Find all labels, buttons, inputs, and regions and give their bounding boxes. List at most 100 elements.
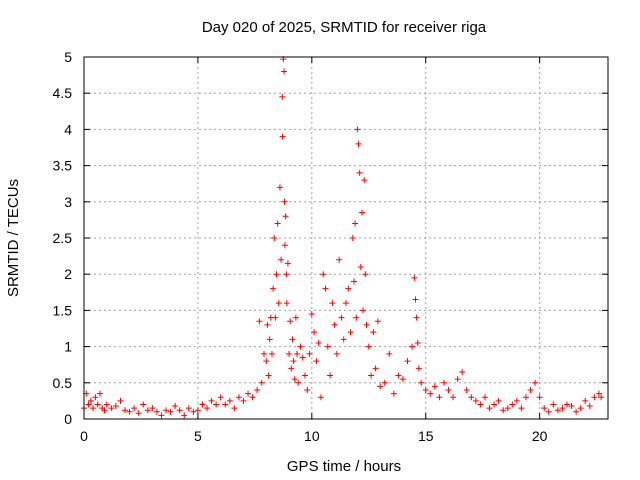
data-point	[158, 412, 165, 419]
data-point	[324, 343, 331, 350]
data-point	[386, 350, 393, 357]
data-point	[295, 379, 302, 386]
data-point	[172, 402, 179, 409]
data-point	[90, 405, 97, 412]
data-point	[509, 401, 516, 408]
data-point	[360, 307, 367, 314]
data-point	[331, 321, 338, 328]
data-point	[290, 358, 297, 365]
data-point	[226, 397, 233, 404]
data-point	[577, 405, 584, 412]
y-tick-label: 4.5	[53, 85, 73, 101]
data-point	[126, 408, 133, 415]
data-point	[345, 285, 352, 292]
data-point	[541, 405, 548, 412]
data-point	[275, 300, 282, 307]
data-point	[350, 278, 357, 285]
data-point	[297, 343, 304, 350]
data-point	[357, 263, 364, 270]
data-point	[315, 339, 322, 346]
data-point	[500, 407, 507, 414]
data-point	[208, 397, 215, 404]
data-point	[289, 336, 296, 343]
data-point	[256, 318, 263, 325]
data-point	[181, 412, 188, 419]
x-tick-label: 10	[304, 428, 320, 444]
data-point	[595, 390, 602, 397]
data-point	[163, 407, 170, 414]
data-point	[122, 407, 129, 414]
data-point	[213, 401, 220, 408]
data-point	[185, 405, 192, 412]
data-point	[240, 397, 247, 404]
y-tick-label: 1	[64, 339, 72, 355]
data-point	[409, 343, 416, 350]
data-point	[101, 407, 108, 414]
y-tick-label: 0	[64, 411, 72, 427]
data-point	[245, 390, 252, 397]
data-point	[418, 379, 425, 386]
data-point	[481, 394, 488, 401]
data-point	[358, 209, 365, 216]
data-point	[94, 401, 101, 408]
data-point	[287, 318, 294, 325]
data-point	[591, 394, 598, 401]
data-point	[281, 198, 288, 205]
data-point	[411, 274, 418, 281]
plot-frame	[83, 56, 609, 420]
data-point	[271, 235, 278, 241]
data-point	[536, 394, 543, 401]
data-point	[343, 300, 349, 307]
data-point	[231, 405, 238, 412]
data-point	[260, 350, 267, 357]
data-point	[361, 177, 368, 184]
data-point	[286, 350, 293, 357]
data-point	[222, 401, 229, 408]
data-point	[85, 401, 92, 408]
data-point	[276, 184, 283, 191]
data-point	[308, 311, 315, 318]
data-point	[436, 394, 443, 401]
data-point	[573, 408, 580, 415]
x-tick-labels: 0 5 10 15 20	[80, 428, 548, 444]
data-point	[329, 300, 336, 307]
data-point	[278, 256, 285, 263]
data-point	[504, 405, 511, 412]
data-point	[450, 394, 457, 401]
data-point	[347, 329, 354, 336]
data-point	[190, 408, 197, 415]
data-point	[338, 314, 345, 321]
data-point	[283, 300, 290, 307]
y-tick-label: 5	[64, 49, 72, 65]
data-point	[235, 394, 242, 401]
data-point	[545, 408, 552, 415]
data-point	[217, 394, 224, 401]
data-point	[554, 407, 561, 414]
data-point	[582, 397, 589, 404]
data-point	[440, 379, 447, 386]
data-point	[356, 169, 363, 176]
data-point	[249, 394, 256, 401]
data-point	[281, 68, 288, 75]
data-point	[445, 387, 452, 394]
data-point	[463, 387, 470, 394]
data-point	[322, 285, 329, 292]
data-point	[117, 397, 124, 404]
data-point	[306, 350, 313, 357]
data-point	[264, 321, 271, 328]
data-point	[268, 350, 275, 357]
data-point	[112, 402, 119, 409]
x-tick-label: 5	[194, 428, 202, 444]
y-tick-label: 4	[64, 121, 72, 137]
data-points	[81, 56, 605, 419]
data-point	[263, 358, 270, 365]
data-point	[550, 401, 557, 408]
data-point	[404, 358, 411, 365]
data-point	[518, 405, 525, 412]
data-point	[294, 350, 301, 357]
data-point	[563, 401, 570, 408]
data-point	[149, 405, 156, 412]
data-point	[167, 408, 174, 415]
data-point	[486, 405, 493, 412]
y-tick-label: 3.5	[53, 158, 73, 174]
